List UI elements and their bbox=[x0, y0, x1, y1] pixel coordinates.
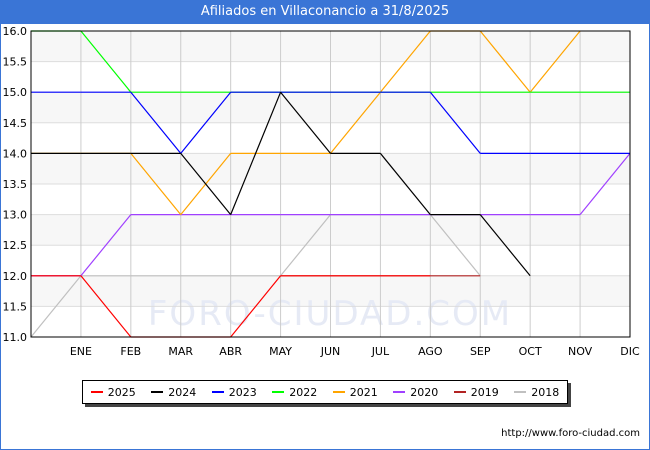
legend-item-2019: 2019 bbox=[453, 385, 499, 399]
legend-item-2022: 2022 bbox=[272, 386, 317, 399]
legend-label: 2022 bbox=[289, 385, 318, 399]
x-tick-label: FEB bbox=[120, 345, 141, 358]
series-2024-segment bbox=[230, 91, 282, 215]
legend-item-2025: 2025 bbox=[90, 385, 136, 399]
series-2018-segment bbox=[429, 214, 481, 277]
watermark: FORO-CIUDAD.COM bbox=[148, 294, 512, 334]
y-tick-label: 15.5 bbox=[3, 56, 28, 69]
plot-border bbox=[30, 30, 631, 338]
series-2018-segment bbox=[30, 275, 82, 338]
series-2023-segment bbox=[130, 91, 182, 154]
legend-label: 2025 bbox=[107, 385, 136, 399]
legend-label: 2024 bbox=[168, 385, 197, 399]
series-2024-segment bbox=[479, 214, 531, 277]
series-2020-segment bbox=[579, 153, 631, 215]
series-2024-segment bbox=[379, 153, 431, 215]
series-2025-segment bbox=[230, 275, 282, 338]
legend-swatch bbox=[272, 391, 285, 393]
legend-item-2020: 2020 bbox=[393, 386, 438, 399]
y-tick-label: 14.0 bbox=[3, 147, 28, 160]
y-tick-label: 12.5 bbox=[3, 239, 28, 252]
series-2021-segment bbox=[379, 30, 431, 93]
x-tick-label: MAR bbox=[168, 345, 193, 358]
y-tick-label: 13.0 bbox=[3, 209, 28, 222]
series-2022-segment bbox=[80, 30, 132, 93]
y-tick-label: 11.0 bbox=[3, 331, 28, 344]
x-tick-label: JUL bbox=[371, 345, 390, 358]
footer-url[interactable]: http://www.foro-ciudad.com bbox=[501, 428, 640, 439]
y-tick-label: 13.5 bbox=[3, 178, 28, 191]
legend: 2025 2024 2023 2022 2021 2020 2019 2018 bbox=[82, 380, 568, 404]
series-2024-segment bbox=[180, 153, 232, 215]
x-tick-label: AGO bbox=[418, 345, 443, 358]
legend-item-2023: 2023 bbox=[211, 385, 257, 399]
series-2018-segment bbox=[280, 214, 331, 277]
series-2021-segment bbox=[529, 30, 581, 93]
x-tick-label: JUN bbox=[320, 345, 341, 358]
legend-label: 2021 bbox=[349, 385, 378, 399]
x-tick-label: ABR bbox=[219, 345, 242, 358]
series-2021-segment bbox=[479, 30, 531, 93]
legend-label: 2019 bbox=[470, 385, 499, 399]
chart-title: Afiliados en Villaconancio a 31/8/2025 bbox=[0, 0, 650, 24]
y-tick-label: 14.5 bbox=[3, 117, 28, 130]
legend-swatch bbox=[90, 391, 103, 393]
legend-label: 2018 bbox=[531, 385, 560, 399]
legend-swatch bbox=[151, 391, 164, 393]
x-tick-label: NOV bbox=[568, 345, 593, 358]
y-tick-label: 16.0 bbox=[3, 25, 28, 38]
y-tick-label: 11.5 bbox=[3, 300, 28, 313]
x-tick-label: SEP bbox=[470, 345, 491, 358]
legend-label: 2023 bbox=[228, 385, 257, 399]
y-tick-label: 15.0 bbox=[3, 86, 28, 99]
legend-swatch bbox=[514, 391, 527, 393]
y-tick-label: 12.0 bbox=[3, 270, 28, 283]
legend-label: 2020 bbox=[410, 385, 439, 399]
legend-swatch bbox=[453, 391, 466, 393]
x-tick-label: DIC bbox=[620, 345, 640, 358]
series-2025-segment bbox=[80, 275, 132, 338]
legend-item-2018: 2018 bbox=[514, 386, 559, 399]
legend-item-2021: 2021 bbox=[332, 385, 378, 399]
series-2023-segment bbox=[180, 91, 232, 154]
x-tick-label: ENE bbox=[70, 345, 92, 358]
series-2021-segment bbox=[130, 153, 182, 215]
series-2024-segment bbox=[280, 91, 331, 154]
legend-swatch bbox=[332, 391, 345, 393]
legend-swatch bbox=[393, 391, 406, 393]
x-tick-label: OCT bbox=[519, 345, 542, 358]
legend-swatch bbox=[211, 391, 224, 393]
legend-item-2024: 2024 bbox=[151, 386, 196, 399]
series-2020-segment bbox=[80, 214, 132, 277]
series-2023-segment bbox=[429, 91, 481, 154]
series-2021-segment bbox=[330, 91, 381, 154]
x-tick-label: MAY bbox=[269, 345, 292, 358]
